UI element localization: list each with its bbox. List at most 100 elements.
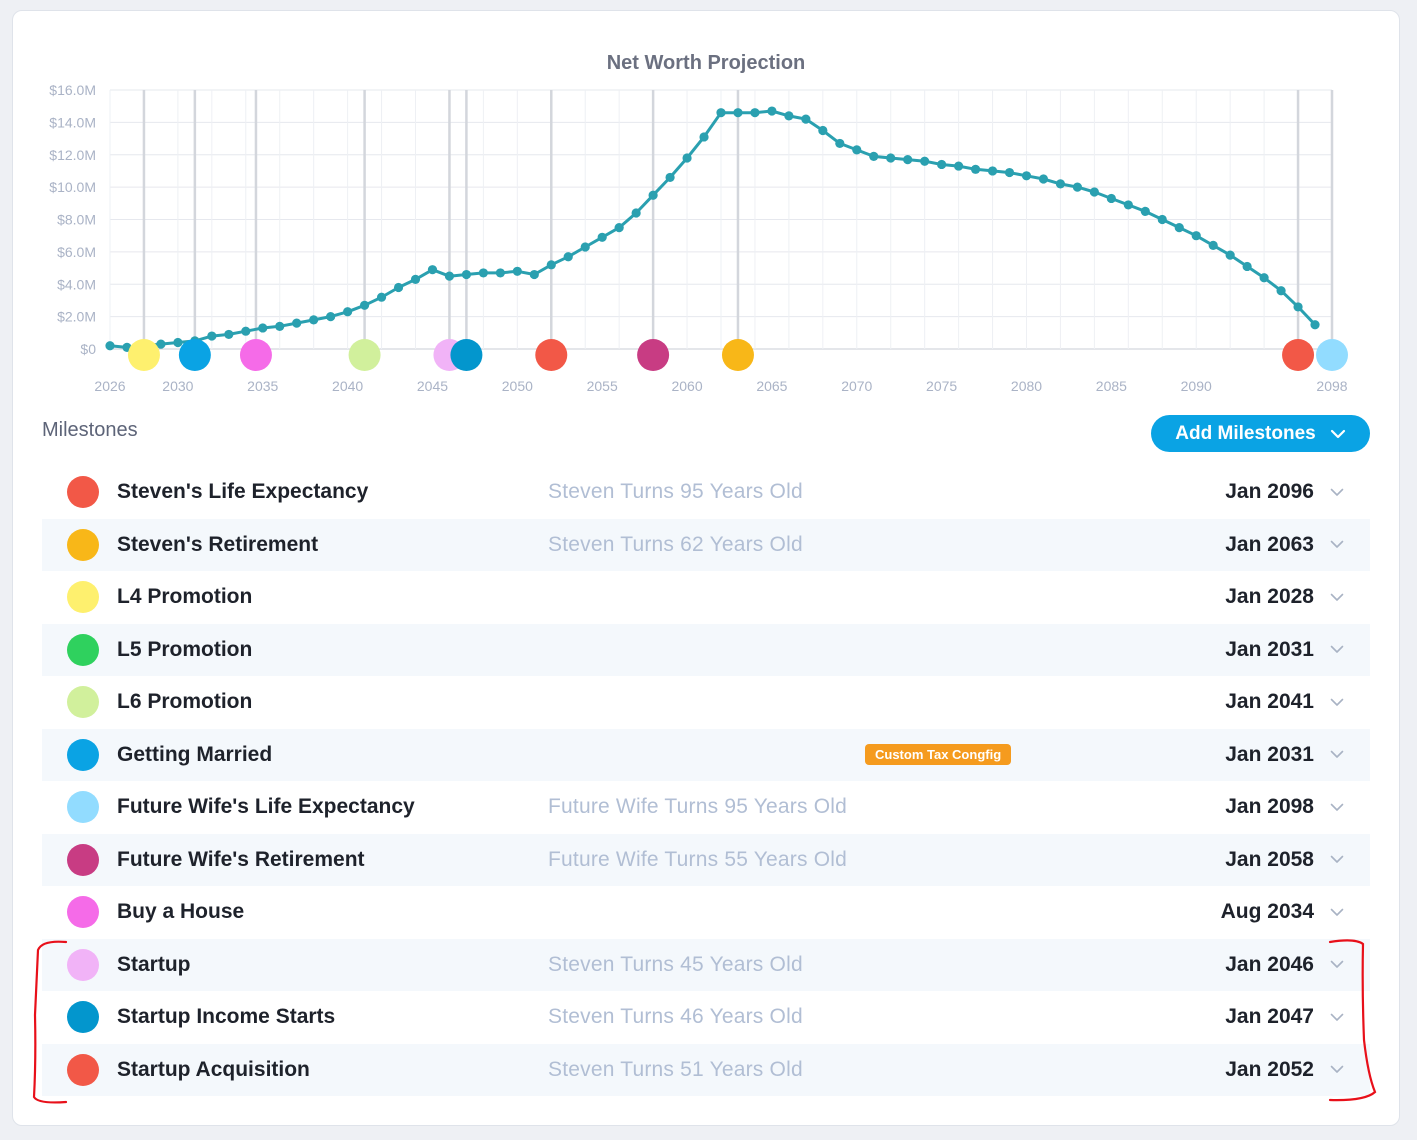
milestone-description: Future Wife Turns 55 Years Old — [548, 847, 847, 871]
data-point — [444, 271, 455, 281]
data-point — [614, 222, 624, 233]
data-point — [427, 265, 438, 275]
data-point — [359, 300, 370, 310]
data-point — [648, 190, 658, 200]
chevron-down-icon[interactable] — [1330, 803, 1344, 812]
data-point — [393, 282, 404, 293]
data-point — [631, 208, 641, 218]
milestone-row[interactable]: L5 Promotion Jan 2031 — [42, 623, 1370, 676]
data-point — [750, 108, 760, 118]
y-tick-label: $10.0M — [49, 179, 96, 195]
milestone-name: Steven's Life Expectancy — [117, 480, 369, 504]
milestones-heading: Milestones — [42, 419, 138, 441]
milestone-row[interactable]: L4 Promotion Jan 2028 — [42, 571, 1370, 624]
milestone-name: Startup Acquisition — [117, 1057, 310, 1081]
milestone-date: Jan 2058 — [1225, 847, 1314, 871]
data-point — [309, 315, 319, 325]
data-point — [835, 138, 845, 149]
milestone-color-dot — [67, 738, 99, 771]
x-tick-label: 2055 — [587, 378, 618, 394]
milestone-name: L4 Promotion — [117, 585, 253, 609]
milestone-name: L6 Promotion — [117, 690, 253, 714]
data-point — [580, 242, 590, 252]
milestone-marker — [1316, 339, 1348, 371]
x-tick-label: 2098 — [1316, 378, 1347, 394]
data-point — [1208, 240, 1218, 250]
x-tick-label: 2065 — [756, 378, 787, 394]
chevron-down-icon[interactable] — [1330, 645, 1344, 654]
milestone-row[interactable]: Getting Married Custom Tax Congfig Jan 203… — [42, 728, 1370, 781]
milestone-date: Jan 2028 — [1225, 585, 1314, 609]
data-point — [224, 329, 234, 340]
y-tick-label: $14.0M — [49, 114, 96, 130]
chevron-down-icon[interactable] — [1330, 908, 1344, 917]
milestone-row[interactable]: Steven's Retirement Steven Turns 62 Years… — [42, 518, 1370, 571]
add-milestones-label: Add Milestones — [1175, 422, 1316, 444]
data-point — [1242, 261, 1252, 272]
milestone-row[interactable]: Startup Acquisition Steven Turns 51 Years… — [42, 1043, 1370, 1096]
data-point — [1259, 273, 1269, 283]
y-tick-label: $4.0M — [57, 276, 96, 292]
chevron-down-icon[interactable] — [1330, 1065, 1344, 1074]
data-point — [512, 266, 522, 276]
milestone-date: Jan 2063 — [1225, 532, 1314, 556]
milestone-row[interactable]: Startup Income Starts Steven Turns 46 Yea… — [42, 991, 1370, 1044]
chevron-down-icon[interactable] — [1330, 488, 1344, 497]
milestone-row[interactable]: Buy a House Aug 2034 — [42, 886, 1370, 939]
y-tick-label: $2.0M — [57, 309, 96, 325]
data-point — [954, 161, 964, 171]
data-point — [156, 339, 166, 349]
milestone-row[interactable]: Startup Steven Turns 45 Years Old Jan 2046 — [42, 938, 1370, 991]
add-milestones-button[interactable]: Add Milestones — [1151, 415, 1370, 452]
chevron-down-icon[interactable] — [1330, 540, 1344, 549]
milestone-marker — [450, 339, 483, 371]
milestone-row[interactable]: Future Wife's Life Expectancy Future Wife… — [42, 781, 1370, 834]
data-point — [1021, 171, 1032, 181]
data-point — [563, 252, 573, 262]
x-tick-label: 2060 — [671, 378, 702, 394]
data-point — [597, 232, 607, 242]
data-point — [410, 274, 421, 284]
chevron-down-icon[interactable] — [1330, 855, 1344, 864]
y-tick-label: $12.0M — [49, 147, 96, 163]
data-point — [716, 108, 726, 118]
milestone-row[interactable]: L6 Promotion Jan 2041 — [42, 676, 1370, 729]
x-tick-label: 2090 — [1181, 378, 1212, 394]
milestone-date: Jan 2031 — [1225, 742, 1314, 766]
milestone-name: L5 Promotion — [117, 637, 253, 661]
data-point — [733, 108, 743, 118]
milestone-color-dot — [67, 581, 99, 614]
data-point — [970, 164, 981, 174]
data-point — [1089, 187, 1099, 197]
data-point — [767, 106, 777, 116]
milestone-description: Steven Turns 45 Years Old — [548, 952, 803, 976]
data-point — [1072, 182, 1083, 192]
custom-tax-config-badge: Custom Tax Congfig — [865, 744, 1012, 766]
milestone-color-dot — [67, 476, 99, 509]
data-point — [461, 269, 472, 280]
chevron-down-icon[interactable] — [1330, 750, 1344, 759]
chevron-down-icon[interactable] — [1330, 698, 1344, 707]
milestone-name: Startup — [117, 952, 191, 976]
milestone-name: Buy a House — [117, 900, 245, 924]
milestone-name: Getting Married — [117, 742, 273, 766]
data-point — [1310, 320, 1320, 330]
data-point — [1157, 214, 1167, 225]
data-point — [1293, 302, 1303, 312]
data-point — [920, 156, 930, 166]
milestone-color-dot — [67, 1053, 99, 1086]
x-tick-label: 2050 — [502, 378, 533, 394]
milestone-date: Jan 2096 — [1225, 480, 1314, 504]
data-point — [1004, 167, 1015, 178]
chevron-down-icon[interactable] — [1330, 960, 1344, 969]
chevron-down-icon[interactable] — [1330, 1013, 1344, 1022]
milestone-color-dot — [67, 528, 99, 561]
x-tick-label: 2085 — [1096, 378, 1127, 394]
chevron-down-icon[interactable] — [1330, 593, 1344, 602]
milestone-color-dot — [67, 633, 99, 666]
net-worth-chart: $16.0M $14.0M $12.0M $10.0M $8.0M $6.0M $4.0M $… — [49, 82, 1348, 394]
data-point — [292, 318, 302, 328]
milestone-row[interactable]: Steven's Life Expectancy Steven Turns 95 … — [42, 466, 1370, 519]
data-point — [376, 292, 387, 302]
milestone-row[interactable]: Future Wife's Retirement Future Wife Turn… — [42, 833, 1370, 886]
